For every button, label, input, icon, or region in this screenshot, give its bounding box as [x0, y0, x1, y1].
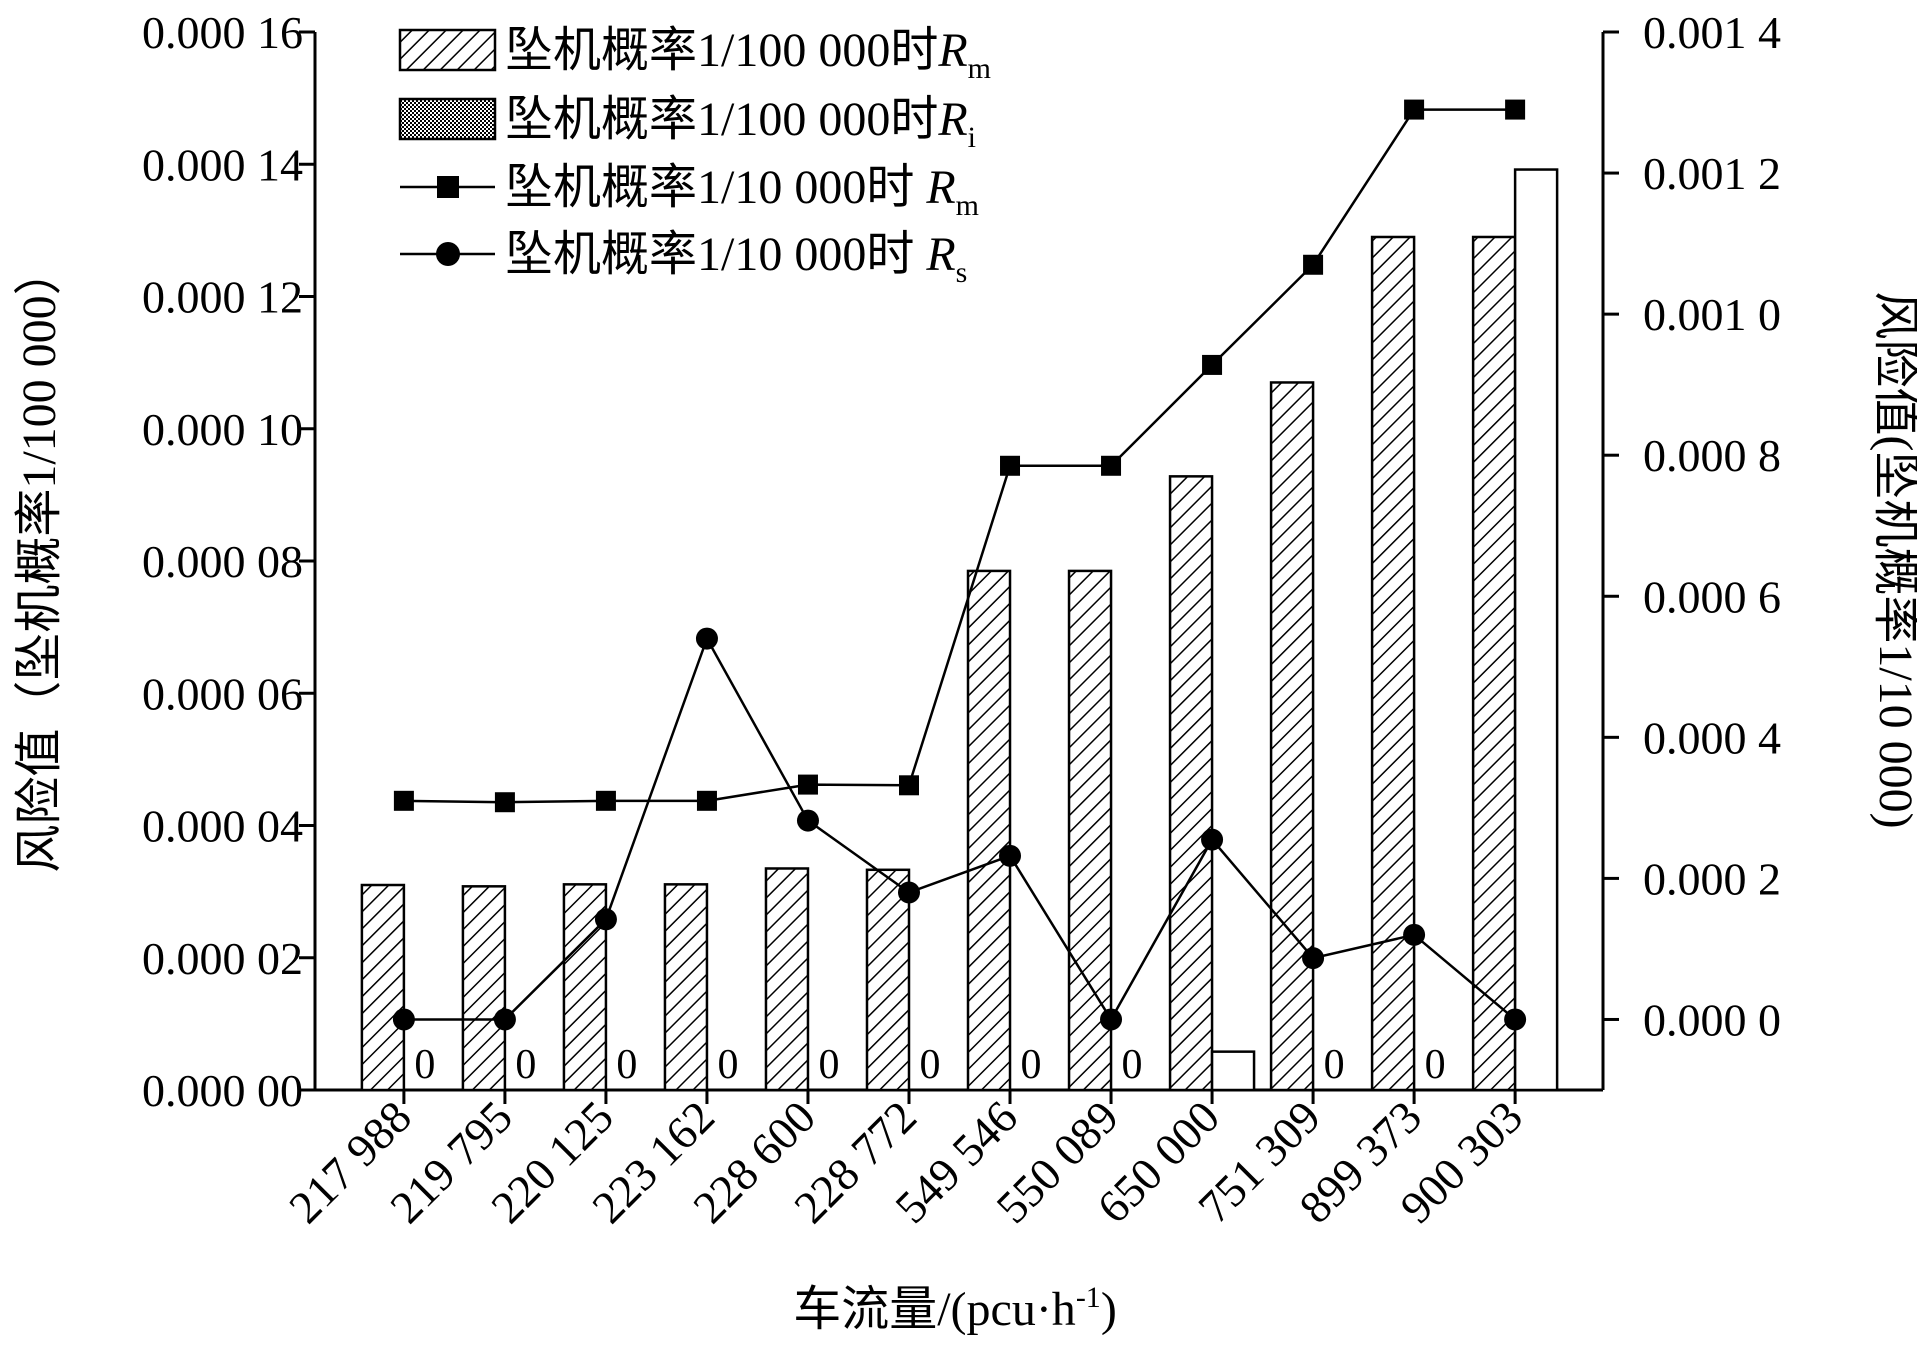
line-layer — [392, 99, 1527, 1031]
bar-ri-1e5 — [1210, 1050, 1256, 1092]
right-tick-label: 0.000 4 — [1643, 712, 1781, 763]
bar-layer: 0 0 0 0 0 0 0 0 0 0 — [360, 168, 1559, 1092]
rs-1e4-point — [493, 1008, 516, 1031]
zero-value-label: 0 — [616, 1042, 637, 1088]
legend-swatch-hatched — [398, 28, 497, 72]
rs-1e4-point — [695, 627, 718, 650]
legend-label: 坠机概率1/100 000时Ri — [505, 93, 976, 154]
rs-1e4-point — [1302, 947, 1325, 970]
right-tick-label: 0.000 8 — [1643, 430, 1781, 481]
zero-value-label: 0 — [1122, 1042, 1143, 1088]
rm-1e4-point — [393, 790, 414, 811]
rm-1e4-point — [1505, 99, 1526, 120]
x-axis-title-main: 车流量/(pcu·h — [793, 1283, 1076, 1336]
left-tick-label: 0.000 04 — [142, 801, 303, 852]
legend-swatch-square — [437, 176, 459, 198]
zero-value-label: 0 — [1021, 1042, 1042, 1088]
rm-1e4-point — [696, 790, 717, 811]
right-axis-ticks: 0.000 0 0.000 2 0.000 4 0.000 6 0.000 8 0.001… — [1603, 7, 1781, 1045]
rm-1e4-point — [494, 792, 515, 813]
bar-rm-1e5 — [1370, 235, 1416, 1092]
bar-rm-1e5 — [663, 883, 709, 1092]
left-tick-label: 0.000 12 — [142, 272, 303, 323]
left-tick-label: 0.000 14 — [142, 139, 303, 190]
left-tick-label: 0.000 06 — [142, 668, 303, 719]
legend-swatch-circle — [436, 242, 460, 266]
bar-rm-1e5 — [865, 868, 911, 1092]
right-tick-label: 0.000 6 — [1643, 571, 1781, 622]
bar-rm-1e5 — [764, 867, 810, 1092]
rs-1e4-point — [1403, 923, 1426, 946]
rm-1e4-point — [595, 790, 616, 811]
rm-1e4-line — [403, 108, 1516, 804]
bar-rm-1e5 — [461, 885, 507, 1092]
legend-label: 坠机概率1/10 000时 Rm — [505, 161, 979, 222]
rm-1e4-point — [898, 775, 919, 796]
rm-1e4-point — [1202, 354, 1223, 375]
rs-1e4-point — [594, 908, 617, 931]
x-axis-title-tail: ) — [1101, 1283, 1117, 1336]
left-tick-label: 0.000 16 — [142, 7, 303, 58]
legend-label: 坠机概率1/100 000时Rm — [505, 24, 991, 85]
rs-1e4-point — [999, 844, 1022, 867]
right-tick-label: 0.000 0 — [1643, 994, 1781, 1045]
x-axis-title-sup: -1 — [1076, 1281, 1101, 1314]
rs-1e4-point — [1100, 1008, 1123, 1031]
right-axis-title: 风险值(坠机概率1/10 000) — [1869, 291, 1917, 828]
right-tick-label: 0.001 4 — [1643, 7, 1781, 58]
left-tick-label: 0.000 02 — [142, 933, 303, 984]
rs-1e4-point — [1201, 828, 1224, 851]
legend: 坠机概率1/100 000时Rm 坠机概率1/100 000时Ri 坠机概率1/10… — [398, 24, 991, 289]
zero-value-label: 0 — [1425, 1042, 1446, 1088]
rm-1e4-point — [797, 774, 818, 795]
rs-1e4-point — [796, 809, 819, 832]
zero-value-label: 0 — [818, 1042, 839, 1088]
rs-1e4-point — [1504, 1008, 1527, 1031]
legend-swatch-dotted — [398, 97, 497, 141]
right-tick-label: 0.001 2 — [1643, 148, 1781, 199]
left-tick-label: 0.000 10 — [142, 404, 303, 455]
left-axis-title: 风险值（坠机概率1/100 000） — [13, 247, 66, 872]
zero-value-label: 0 — [717, 1042, 738, 1088]
zero-value-label: 0 — [515, 1042, 536, 1088]
left-tick-label: 0.000 08 — [142, 536, 303, 587]
rm-1e4-point — [1101, 455, 1122, 476]
bar-rm-1e5 — [1471, 235, 1517, 1092]
rs-1e4-line — [403, 635, 1516, 1022]
rm-1e4-point — [1303, 254, 1324, 275]
bar-rm-1e5 — [360, 883, 406, 1092]
right-tick-label: 0.000 2 — [1643, 853, 1781, 904]
right-tick-label: 0.001 0 — [1643, 289, 1781, 340]
rs-1e4-point — [897, 881, 920, 904]
bar-rm-1e5 — [1168, 475, 1214, 1092]
bar-rm-1e5 — [1067, 569, 1113, 1092]
bar-rm-1e5 — [1269, 381, 1315, 1092]
legend-label: 坠机概率1/10 000时 Rs — [505, 228, 967, 289]
bar-ri-1e5 — [1513, 168, 1559, 1092]
zero-value-label: 0 — [414, 1042, 435, 1088]
zero-value-label: 0 — [919, 1042, 940, 1088]
rs-1e4-point — [392, 1008, 415, 1031]
rm-1e4-point — [1404, 99, 1425, 120]
x-axis-title: 车流量/(pcu·h-1) — [793, 1281, 1117, 1336]
left-tick-label: 0.000 00 — [142, 1065, 303, 1116]
bar-rm-1e5 — [966, 569, 1012, 1092]
zero-value-label: 0 — [1324, 1042, 1345, 1088]
left-axis-ticks: 0.000 00 0.000 02 0.000 04 0.000 06 0.000 08… — [142, 7, 315, 1116]
rm-1e4-point — [1000, 455, 1021, 476]
